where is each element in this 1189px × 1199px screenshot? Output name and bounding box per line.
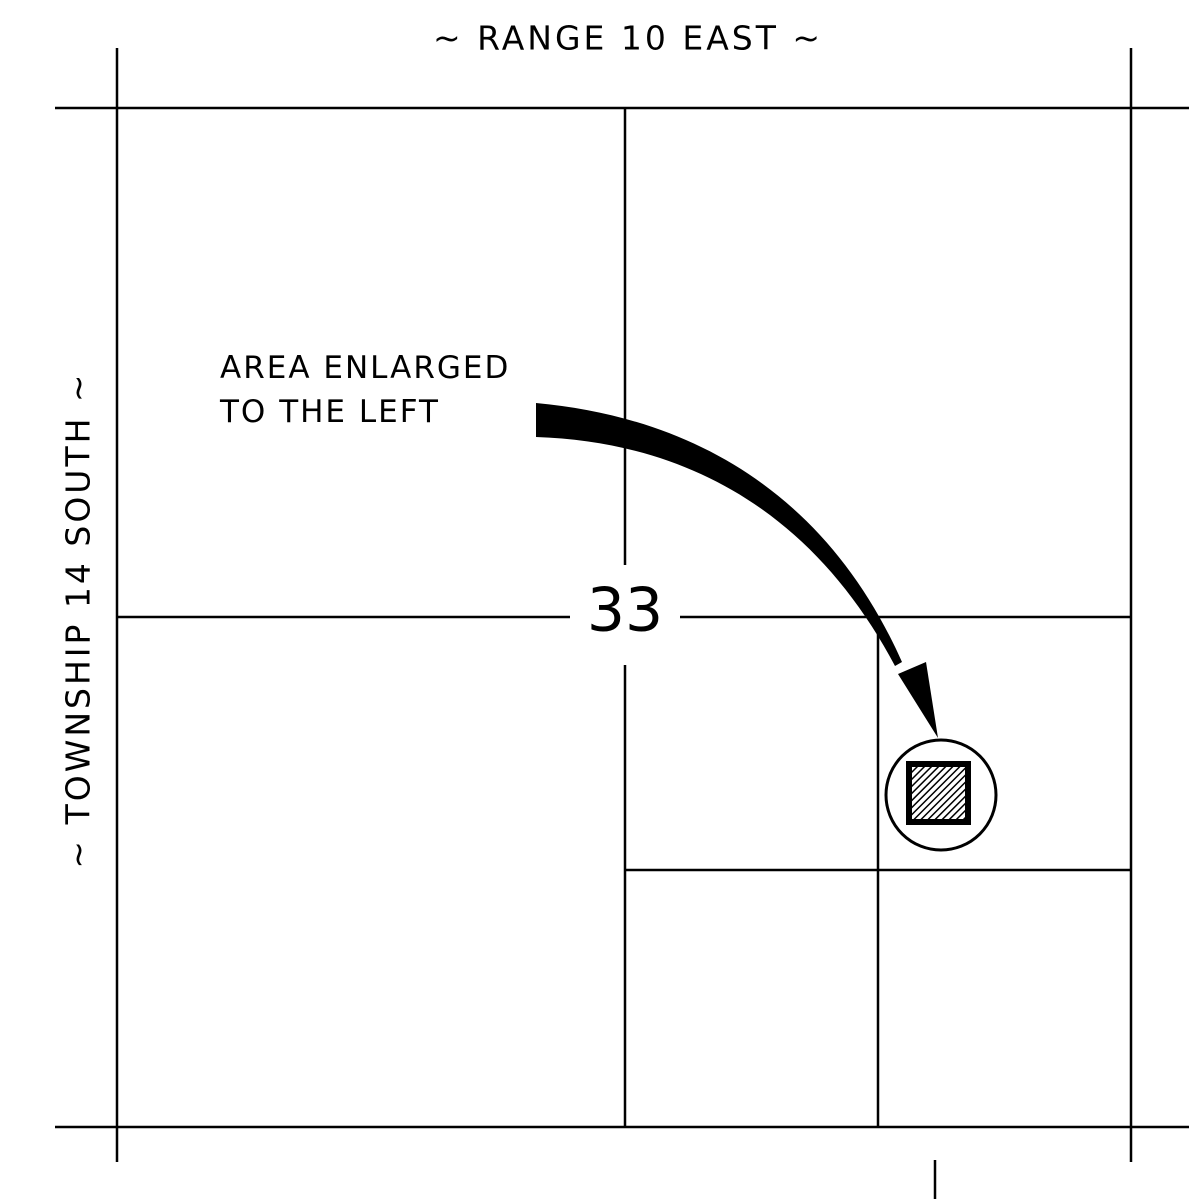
leader-arrow — [536, 403, 938, 738]
range-title: ~ RANGE 10 EAST ~ — [433, 19, 823, 58]
section-lines — [55, 48, 1189, 1199]
site-parcel — [906, 761, 971, 825]
township-title: ~ TOWNSHIP 14 SOUTH ~ — [59, 371, 98, 868]
site-circle — [884, 738, 998, 852]
annotation-line: AREA ENLARGED — [220, 350, 510, 386]
section-number: 33 — [587, 576, 663, 646]
annotation-line: TO THE LEFT — [219, 394, 440, 430]
